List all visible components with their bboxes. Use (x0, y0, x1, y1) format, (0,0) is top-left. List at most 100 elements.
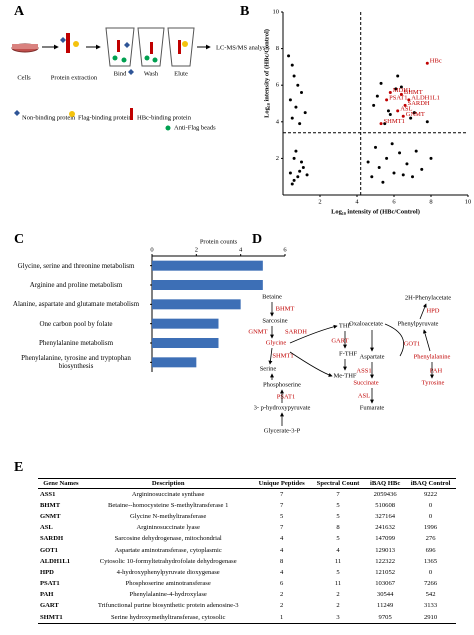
metabolite: Phosphoserine (263, 381, 301, 388)
table-cell: 510608 (375, 501, 396, 509)
gene-name: BHMT (40, 501, 61, 509)
step-label: Cells (17, 74, 31, 81)
table-cell: 0 (428, 512, 433, 520)
table-cell: 2 (280, 602, 284, 610)
metabolite: Succinate (353, 379, 378, 386)
category-label: Alanine, aspartate and glutamate metabol… (12, 300, 140, 309)
point-label: MDH1 (393, 87, 411, 94)
metabolite: Sarcosine (262, 317, 287, 324)
x-tick-label: 2 (195, 246, 198, 253)
data-point (294, 149, 298, 153)
point-label: HBc (430, 58, 442, 65)
metabolite: Glycerate-3-P (264, 427, 301, 434)
point-label: SHMT1 (384, 118, 405, 125)
gene-name: SHMT1 (38, 612, 84, 625)
data-point (288, 98, 292, 102)
data-point (411, 175, 414, 179)
table-cell: 9222 (423, 490, 438, 498)
table-row: PAH Phenylalanine-4-hydroxylase 2 2 30544 542 (38, 590, 456, 601)
data-point (401, 114, 405, 118)
table-cell: 3 (310, 612, 366, 625)
table-cell: 7 (280, 501, 284, 509)
column-header: iBAQ HBc (365, 478, 406, 489)
table-cell: 2910 (405, 612, 456, 625)
table-cell: 8 (336, 524, 340, 532)
table-cell: 0 (428, 501, 433, 509)
step-label: Protein extraction (51, 74, 98, 81)
enzyme: HPD (426, 307, 439, 314)
panel-label: B (240, 4, 249, 19)
metabolite: Phenylpyruvate (398, 320, 439, 327)
table-cell: 4 (280, 546, 284, 554)
table-cell: 2059436 (373, 490, 397, 498)
gene-name: PSAT1 (40, 580, 60, 588)
gene-name: ASL (40, 524, 53, 532)
table-cell: 241632 (375, 524, 396, 532)
table-cell: 5 (336, 512, 340, 520)
bead (112, 55, 118, 61)
table-cell: Phenylalanine-4-hydroxylase (129, 591, 207, 599)
metabolite: Glycine (266, 339, 287, 346)
table-row: ASS1 Argininosuccinate synthase 7 7 2059436 9… (38, 489, 456, 501)
data-point (294, 105, 298, 109)
table-cell: 11249 (377, 602, 394, 610)
gene-name: ASS1 (40, 490, 56, 498)
table-cell: 11 (334, 557, 342, 565)
x-tick-label: 8 (429, 198, 432, 205)
point-label: BHMT (404, 89, 423, 96)
tube (137, 27, 165, 67)
table-cell: Sarcosine dehydrogenase, mitochondrial (114, 535, 222, 543)
x-axis-label: Log₁₀ intensity of (HBc/Control) (331, 208, 420, 215)
gene-name: GNMT (40, 512, 61, 520)
data-point (383, 122, 387, 126)
enzyme: GNMT (248, 328, 267, 335)
table-row: SHMT1 Serine hydroxymethyltransferase, cy… (38, 612, 456, 625)
data-point (407, 98, 411, 102)
table-cell: 7266 (423, 580, 438, 588)
metabolite: Oxaloacetate (349, 320, 383, 327)
pathway: Betaine BHMT Sarcosine GNMT SARDH Glycin… (248, 293, 451, 434)
table-header: Gene Names Description Unique Peptides Spec… (38, 478, 456, 489)
legend-label: Anti-Flag beads (174, 124, 216, 131)
x-tick-label: 6 (392, 198, 396, 205)
table-cell: 8 (280, 557, 284, 565)
hbc-protein (66, 33, 70, 53)
table-cell: 3133 (423, 602, 438, 610)
table-cell: 2 (280, 591, 284, 599)
step-label: Wash (144, 70, 159, 77)
flag-icon (73, 41, 79, 47)
non-binding-icon (124, 42, 130, 48)
data-point (379, 81, 383, 85)
table-cell: 5 (280, 512, 284, 520)
data-point (298, 169, 302, 173)
bar (152, 299, 241, 310)
enzyme: SARDH (285, 328, 307, 335)
data-point (409, 116, 413, 120)
data-point (399, 92, 403, 96)
enzyme: ASL (358, 392, 370, 399)
metabolite: Phenylalanine (414, 353, 451, 360)
pathway-arrows (268, 302, 434, 426)
data-point (425, 120, 429, 124)
table-cell: 696 (425, 546, 436, 554)
metabolite: THF (339, 322, 352, 329)
y-tick-label: 4 (276, 118, 280, 125)
column-header: Gene Names (38, 478, 84, 489)
category-label: Arginine and proline metabolism (29, 281, 123, 289)
point-label: GNMT (406, 111, 425, 118)
data-point (394, 87, 398, 91)
point-label: ALDH1L1 (411, 94, 440, 101)
x-tick-label: 6 (283, 246, 287, 253)
data-point (292, 178, 296, 182)
bar (152, 318, 219, 329)
category-label: Glycine, serine and threonine metabolism (17, 261, 135, 270)
table-row: PSAT1 Phosphoserine aminotransferase 6 11 10… (38, 579, 456, 590)
table-cell: Argininosuccinate lyase (136, 524, 200, 532)
table-row: GART Trifunctional purine biosynthetic pr… (38, 601, 456, 612)
enzyme: PAH (430, 367, 443, 374)
protein-table: Gene Names Description Unique Peptides Spec… (38, 478, 456, 625)
table-cell: 4 (280, 535, 284, 543)
cell-dish (12, 44, 38, 49)
data-point (396, 74, 400, 78)
data-point (300, 91, 303, 95)
